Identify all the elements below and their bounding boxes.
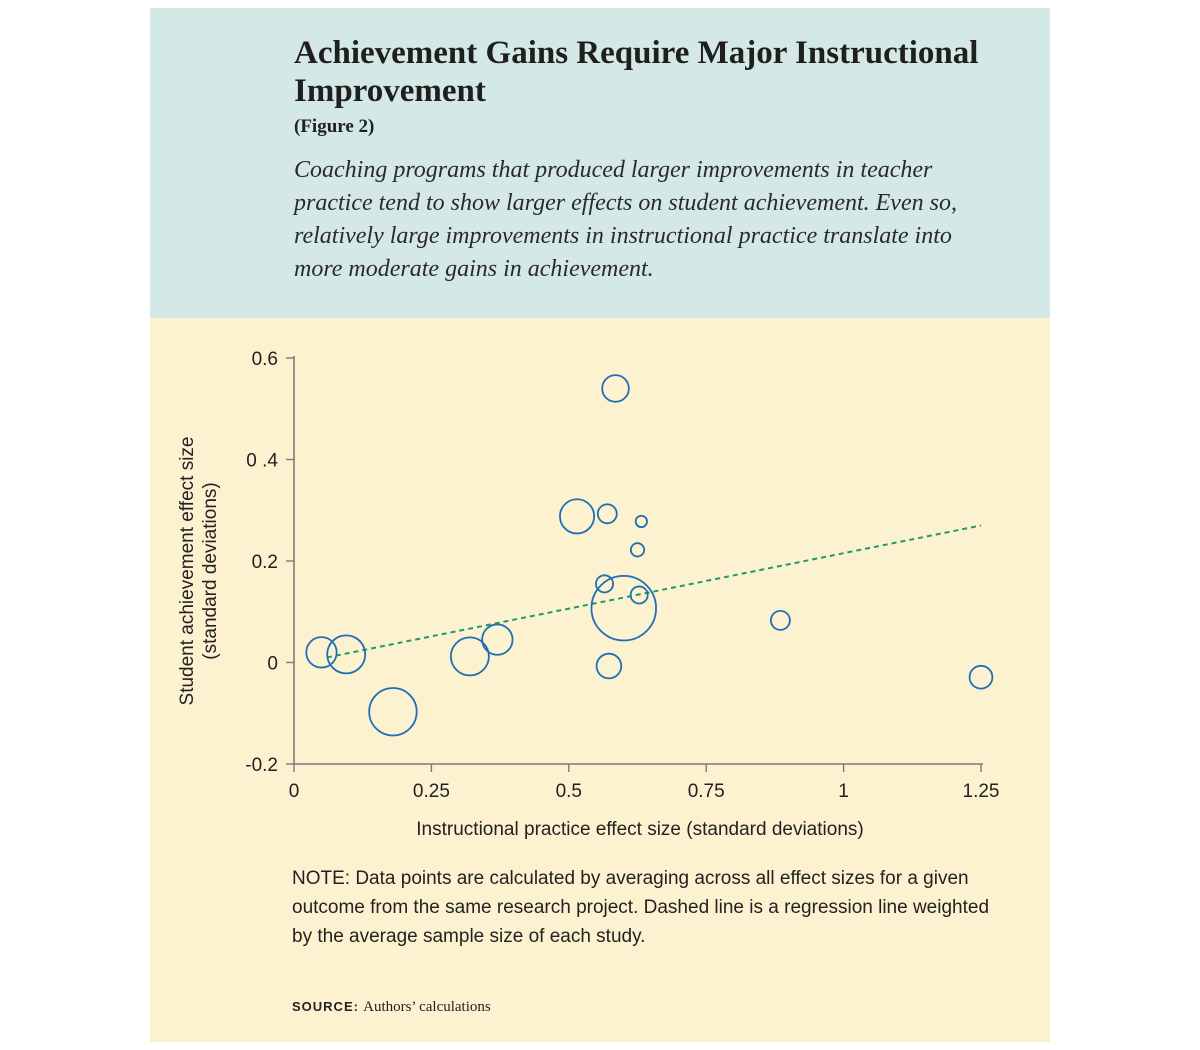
y-tick-label: 0.2 [252,552,278,573]
x-tick-label: 0.5 [556,781,582,802]
figure-label: (Figure 2) [294,116,375,137]
data-bubble [595,574,614,594]
y-tick-label: 0.6 [252,349,278,370]
y-axis-label-line2: (standard deviations) [200,482,221,659]
chart-note: NOTE: Data points are calculated by aver… [292,868,990,947]
x-tick-label: 0.75 [688,781,725,802]
regression-line [326,524,982,659]
bubble-chart: -0.2 0 0.2 0 .4 0.6 0 0.25 0.5 0.75 1 1.25 Instruc… [177,349,999,840]
chart-subtitle: Coaching programs that produced larger i… [294,157,957,282]
data-bubble [449,636,490,677]
chart-axes: -0.2 0 0.2 0 .4 0.6 0 0.25 0.5 0.75 1 1.25 [245,349,999,802]
y-tick-label: -0.2 [245,755,278,776]
x-tick-label: 1.25 [963,781,1000,802]
data-bubble [595,652,623,680]
x-axis-label: Instructional practice effect size (stan… [416,819,863,840]
data-bubble [305,636,338,669]
data-bubble [590,574,657,642]
source-text: Authors’ calculations [363,999,491,1015]
data-bubble [968,664,994,690]
data-bubble [481,623,514,656]
chart-marks [305,374,994,737]
data-bubble [769,609,791,631]
x-tick-label: 0 [289,781,300,802]
data-bubble [634,514,648,529]
x-tick-label: 1 [838,781,849,802]
data-bubble [368,687,418,737]
y-tick-label: 0 [267,654,278,675]
y-axis-label-line1: Student achievement effect size [177,437,198,706]
source-label: SOURCE: [292,999,359,1014]
figure-card: Achievement Gains Require Major Instruct… [150,8,1050,1042]
data-bubble [629,585,649,605]
figure-header: Achievement Gains Require Major Instruct… [150,8,1050,318]
chart-title: Achievement Gains Require Major Instruct… [294,35,979,109]
data-bubble [559,498,596,535]
chart-source: SOURCE: Authors’ calculations [292,998,1012,1016]
data-bubble [596,503,618,525]
data-bubble [326,634,367,675]
data-bubble [629,542,646,558]
y-tick-label: 0 .4 [246,451,278,472]
data-bubble [601,374,630,403]
x-tick-label: 0.25 [413,781,450,802]
